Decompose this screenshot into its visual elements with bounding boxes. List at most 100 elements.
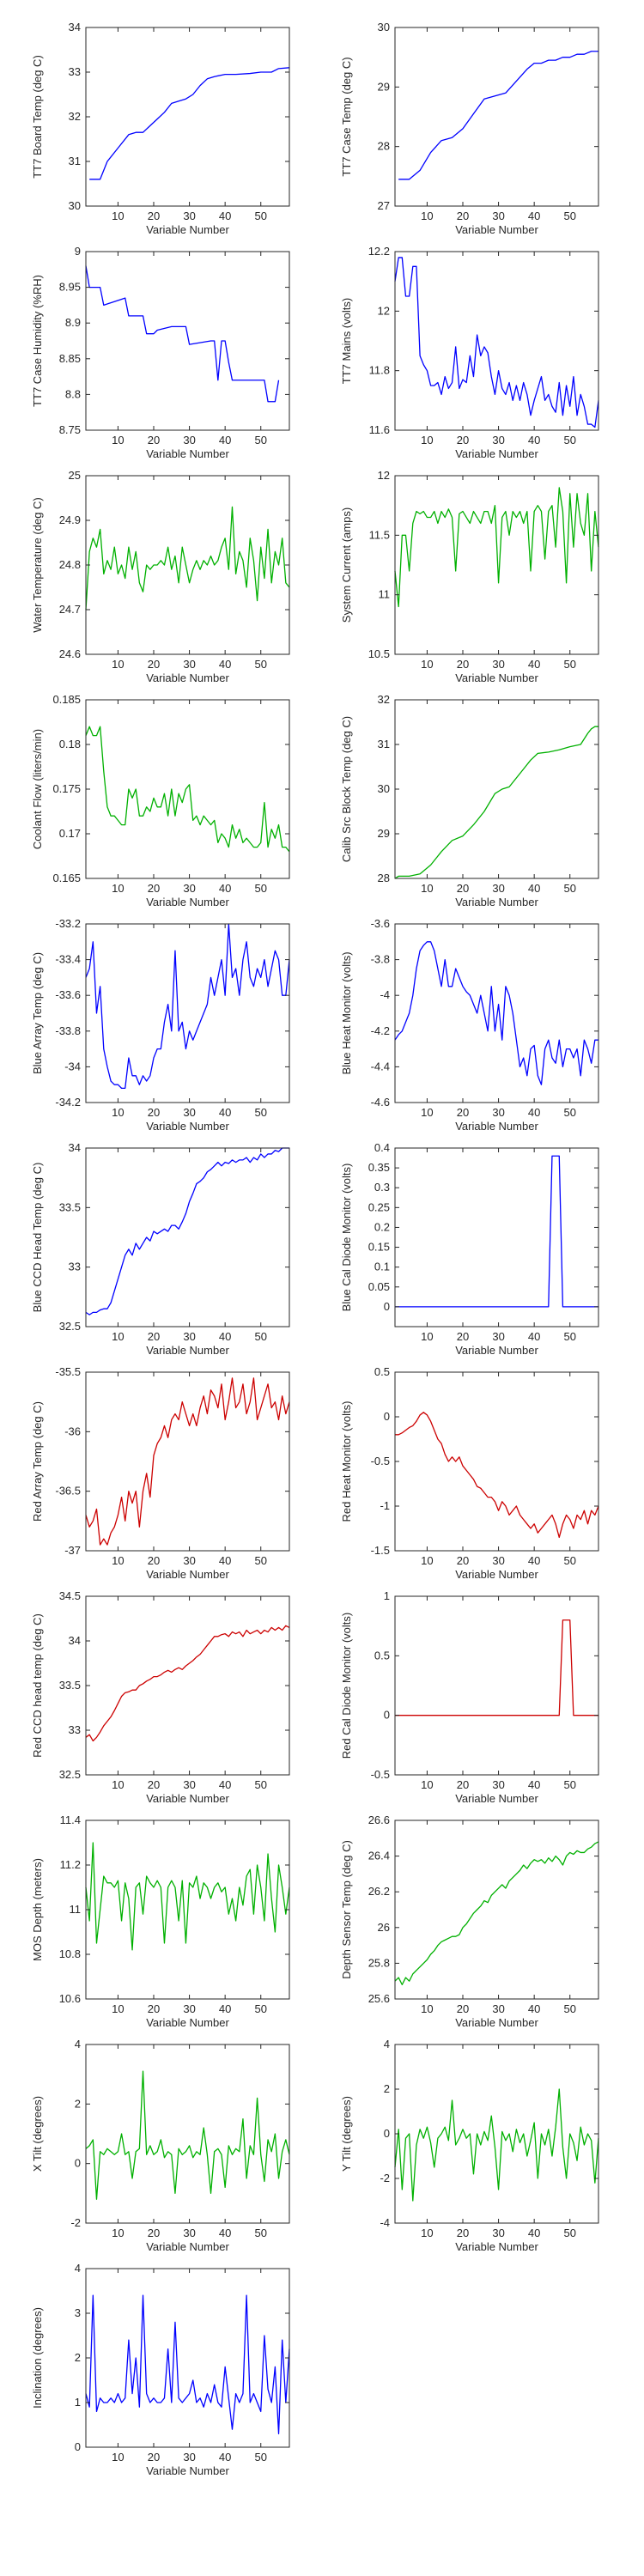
- axes-box-10: [85, 1147, 290, 1327]
- x-tick-label: 50: [564, 2002, 576, 2015]
- x-axis-label: Variable Number: [455, 1120, 538, 1133]
- y-tick-label: -33.4: [55, 953, 81, 966]
- y-axis-label: Blue CCD Head Temp (deg C): [31, 1163, 44, 1313]
- y-tick-label: 11: [70, 1903, 82, 1916]
- x-tick-label: 40: [219, 2002, 231, 2015]
- x-tick-label: 20: [457, 1106, 469, 1119]
- y-tick-label: 32: [69, 110, 81, 123]
- x-tick-label: 50: [564, 1554, 576, 1567]
- y-tick-label: -4: [380, 2216, 390, 2229]
- x-tick-label: 20: [148, 882, 160, 895]
- x-tick-label: 40: [528, 434, 540, 447]
- chart-panel-4: 10 20 30 40 50 24.6 24.7 24.8 24.9 25 Variable Num…: [31, 469, 290, 684]
- series-line-19: [394, 2088, 599, 2202]
- x-axis-label: Variable Number: [146, 671, 229, 684]
- x-tick-label: 40: [528, 1778, 540, 1791]
- y-tick-label: -3.8: [371, 953, 390, 966]
- y-tick-label: -3.6: [371, 917, 390, 930]
- x-tick-label: 10: [421, 210, 433, 222]
- x-axis-label: Variable Number: [146, 447, 229, 460]
- chart-panel-15: 10 20 30 40 50 -0.5 0 0.5 1 Variable Number Red Ca…: [340, 1589, 599, 1805]
- x-axis-label: Variable Number: [455, 2240, 538, 2253]
- y-axis-label: TT7 Board Temp (deg C): [31, 55, 44, 179]
- y-tick-label: 31: [378, 738, 390, 750]
- series-line-4: [85, 506, 290, 611]
- series-line-0: [89, 67, 290, 180]
- y-axis-label: Red CCD head temp (deg C): [31, 1613, 44, 1758]
- x-tick-label: 50: [255, 658, 267, 671]
- x-tick-label: 50: [255, 2002, 267, 2015]
- x-axis-label: Variable Number: [146, 1344, 229, 1357]
- y-tick-label: 2: [75, 2351, 81, 2364]
- y-tick-label: 0.5: [374, 1365, 390, 1378]
- series-line-6: [85, 726, 290, 853]
- x-tick-label: 10: [421, 1106, 433, 1119]
- x-tick-label: 10: [421, 658, 433, 671]
- y-axis-label: TT7 Case Temp (deg C): [340, 57, 353, 176]
- x-tick-label: 20: [457, 1778, 469, 1791]
- chart-panel-11: 10 20 30 40 50 0 0.05 0.1 0.15 0.2 0.25 0.3 0.35 0.4 V…: [340, 1141, 599, 1357]
- x-tick-label: 20: [148, 1106, 160, 1119]
- x-tick-label: 50: [255, 2227, 267, 2239]
- x-tick-label: 20: [457, 210, 469, 222]
- y-tick-label: 32: [378, 693, 390, 706]
- y-tick-label: 11: [379, 588, 391, 601]
- chart-panel-5: 10 20 30 40 50 10.5 11 11.5 12 Variable Number Sys…: [340, 469, 599, 684]
- x-tick-label: 40: [528, 1554, 540, 1567]
- x-tick-label: 30: [183, 2002, 195, 2015]
- y-tick-label: 8.75: [59, 423, 81, 436]
- x-tick-label: 30: [492, 1106, 504, 1119]
- y-tick-label: 24.7: [59, 603, 81, 616]
- x-tick-label: 40: [528, 658, 540, 671]
- x-tick-label: 30: [183, 434, 195, 447]
- y-axis-label: Red Cal Diode Monitor (volts): [340, 1613, 353, 1759]
- y-tick-label: 0.05: [368, 1280, 390, 1293]
- x-tick-label: 30: [183, 1330, 195, 1343]
- y-tick-label: -4: [380, 988, 390, 1001]
- y-tick-label: 0.17: [59, 827, 81, 840]
- y-tick-label: 8.85: [59, 352, 81, 365]
- y-tick-label: 25.6: [368, 1992, 390, 2005]
- y-tick-label: 33.5: [59, 1200, 81, 1213]
- y-axis-label: Blue Cal Diode Monitor (volts): [340, 1163, 353, 1312]
- y-tick-label: 1: [384, 1589, 390, 1602]
- y-axis-label: Coolant Flow (liters/min): [31, 729, 44, 849]
- y-tick-label: 0.185: [52, 693, 81, 706]
- y-tick-label: 30: [378, 782, 390, 795]
- x-tick-label: 40: [528, 1106, 540, 1119]
- x-tick-label: 20: [457, 2002, 469, 2015]
- x-tick-label: 20: [457, 434, 469, 447]
- x-axis-label: Variable Number: [146, 1120, 229, 1133]
- y-axis-label: TT7 Mains (volts): [340, 298, 353, 384]
- x-tick-label: 50: [564, 210, 576, 222]
- y-tick-label: -33.2: [55, 917, 81, 930]
- y-tick-label: 30: [378, 21, 390, 33]
- y-tick-label: 34: [69, 21, 81, 33]
- series-line-5: [394, 487, 599, 608]
- y-tick-label: -36: [64, 1425, 81, 1437]
- y-tick-label: 0.18: [59, 738, 81, 750]
- x-tick-label: 10: [112, 2002, 124, 2015]
- x-tick-label: 30: [492, 882, 504, 895]
- chart-panel-14: 10 20 30 40 50 32.5 33 33.5 34 34.5 Variable Numbe…: [31, 1589, 290, 1805]
- x-tick-label: 50: [564, 434, 576, 447]
- series-line-13: [395, 1412, 599, 1539]
- y-tick-label: 11.6: [369, 423, 390, 436]
- x-tick-label: 10: [421, 1554, 433, 1567]
- x-tick-label: 50: [564, 2227, 576, 2239]
- y-tick-label: 34.5: [59, 1589, 81, 1602]
- series-line-20: [85, 2294, 290, 2435]
- x-tick-label: 10: [421, 1778, 433, 1791]
- y-tick-label: 29: [378, 80, 390, 93]
- y-tick-label: 10.6: [59, 1992, 81, 2005]
- chart-panel-13: 10 20 30 40 50 -1.5 -1 -0.5 0 0.5 Variable Number R…: [340, 1365, 599, 1581]
- axes-box-3: [394, 251, 599, 431]
- x-tick-label: 40: [219, 434, 231, 447]
- x-tick-label: 50: [564, 1330, 576, 1343]
- y-tick-label: 31: [69, 155, 81, 167]
- y-tick-label: 0.35: [368, 1161, 390, 1174]
- x-tick-label: 30: [183, 2451, 195, 2464]
- x-tick-label: 20: [148, 2002, 160, 2015]
- chart-panel-17: 10 20 30 40 50 25.6 25.8 26 26.2 26.4 26.6 Variable…: [340, 1814, 599, 2029]
